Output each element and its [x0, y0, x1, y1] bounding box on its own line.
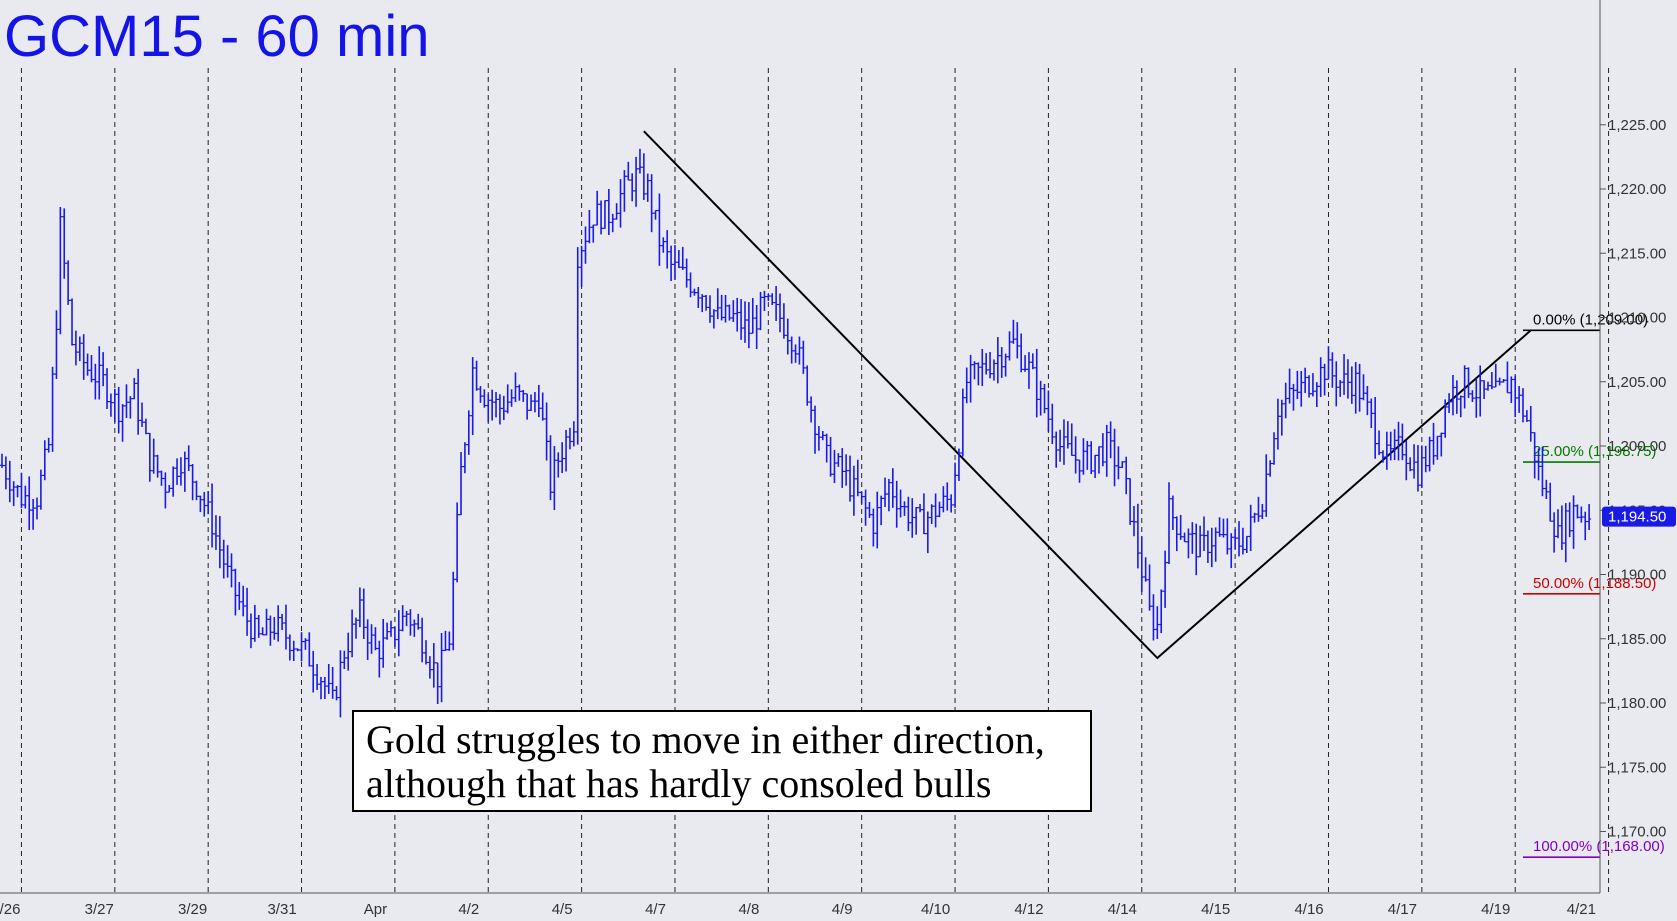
y-tick-label: 1,185.00: [1608, 631, 1666, 648]
x-tick-label: 4/21: [1567, 901, 1596, 918]
last-price-badge: [1602, 506, 1676, 527]
x-tick-label: 4/12: [1014, 901, 1043, 918]
last-price-label: 1,194.50: [1608, 509, 1666, 526]
y-tick-label: 1,175.00: [1608, 759, 1666, 776]
chart-title: GCM15 - 60 min: [4, 4, 429, 69]
fib-label-0: 0.00% (1,209.00): [1533, 311, 1648, 328]
fib-label-2: 50.00% (1,188.50): [1533, 575, 1656, 592]
x-tick-label: 3/27: [85, 901, 114, 918]
x-tick-label: 4/14: [1108, 901, 1137, 918]
fibonacci-levels: 0.00% (1,209.00) 25.00% (1,198.75) 50.00% …: [1522, 311, 1665, 859]
x-tick-label: 4/2: [458, 901, 479, 918]
x-axis-ticks: 3/26 3/27 3/29 3/31 Apr 4/2 4/5 4/7 4/8 4/9 4/10 4/…: [0, 901, 1596, 918]
y-axis-ticks: 1,170.00 1,175.00 1,180.00 1,185.00 1,190.00…: [1600, 117, 1666, 841]
price-bars: [0, 148, 1592, 718]
x-tick-label: 4/16: [1294, 901, 1323, 918]
x-tick-label: 4/19: [1481, 901, 1510, 918]
x-tick-label: 4/9: [832, 901, 853, 918]
y-tick-label: 1,220.00: [1608, 181, 1666, 198]
x-tick-label: 4/7: [645, 901, 666, 918]
x-tick-label: 4/10: [921, 901, 950, 918]
y-tick-label: 1,205.00: [1608, 374, 1666, 391]
fib-label-1: 25.00% (1,198.75): [1533, 443, 1656, 460]
y-tick-label: 1,215.00: [1608, 245, 1666, 262]
x-tick-label: 3/31: [267, 901, 296, 918]
x-tick-label: 4/5: [552, 901, 573, 918]
x-tick-label: 3/26: [0, 901, 20, 918]
last-price-marker: 1,194.50: [1602, 506, 1676, 527]
annotation-line-1: Gold struggles to move in either directi…: [366, 717, 1045, 762]
y-tick-label: 1,225.00: [1608, 117, 1666, 134]
annotation-box: Gold struggles to move in either directi…: [352, 710, 1092, 812]
y-tick-label: 1,210.00: [1608, 310, 1666, 327]
y-tick-label: 1,170.00: [1608, 824, 1666, 841]
x-tick-label: 4/15: [1201, 901, 1230, 918]
y-tick-label: 1,180.00: [1608, 695, 1666, 712]
x-tick-label: Apr: [364, 901, 387, 918]
trendline-0: [643, 130, 1532, 660]
trendlines: [643, 130, 1532, 660]
fib-label-3: 100.00% (1,168.00): [1533, 838, 1665, 855]
y-tick-label: 1,190.00: [1608, 567, 1666, 584]
y-tick-label: 1,200.00: [1608, 438, 1666, 455]
x-tick-label: 3/29: [178, 901, 207, 918]
x-tick-label: 4/17: [1388, 901, 1417, 918]
x-tick-label: 4/8: [738, 901, 759, 918]
annotation-line-2: although that has hardly consoled bulls: [366, 761, 992, 806]
